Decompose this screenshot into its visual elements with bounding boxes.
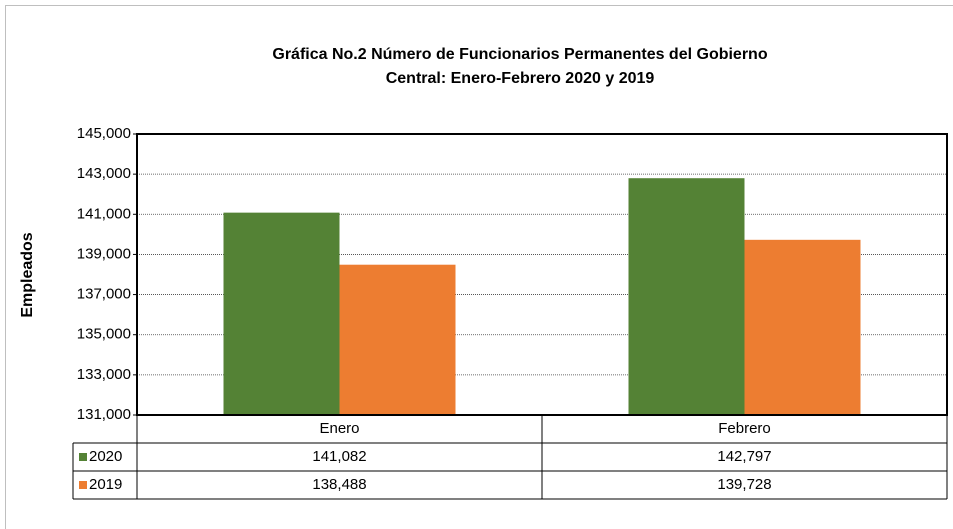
x-tick-label: Febrero bbox=[718, 420, 771, 437]
y-tick-label: 137,000 bbox=[77, 286, 131, 303]
table-value: 142,797 bbox=[717, 448, 771, 465]
chart-subtitle: Central: Enero-Febrero 2020 y 2019 bbox=[386, 70, 655, 87]
table-value: 139,728 bbox=[717, 476, 771, 493]
bar bbox=[628, 178, 745, 415]
table-value: 141,082 bbox=[312, 448, 366, 465]
y-tick-label: 133,000 bbox=[77, 366, 131, 383]
y-tick-label: 143,000 bbox=[77, 165, 131, 182]
y-tick-label: 141,000 bbox=[77, 205, 131, 222]
y-axis-label: Empleados bbox=[19, 232, 36, 317]
chart-frame bbox=[5, 5, 953, 529]
legend-label: 2019 bbox=[89, 476, 122, 493]
y-tick-label: 139,000 bbox=[77, 245, 131, 262]
bar bbox=[744, 239, 861, 415]
legend-swatch bbox=[79, 453, 87, 461]
bar bbox=[339, 264, 456, 415]
bar bbox=[223, 212, 340, 415]
table-value: 138,488 bbox=[312, 476, 366, 493]
legend-swatch bbox=[79, 481, 87, 489]
y-tick-label: 135,000 bbox=[77, 326, 131, 343]
y-tick-label: 131,000 bbox=[77, 406, 131, 423]
y-tick-label: 145,000 bbox=[77, 125, 131, 142]
chart-title: Gráfica No.2 Número de Funcionarios Perm… bbox=[272, 46, 767, 63]
legend-label: 2020 bbox=[89, 448, 122, 465]
x-tick-label: Enero bbox=[319, 420, 359, 437]
